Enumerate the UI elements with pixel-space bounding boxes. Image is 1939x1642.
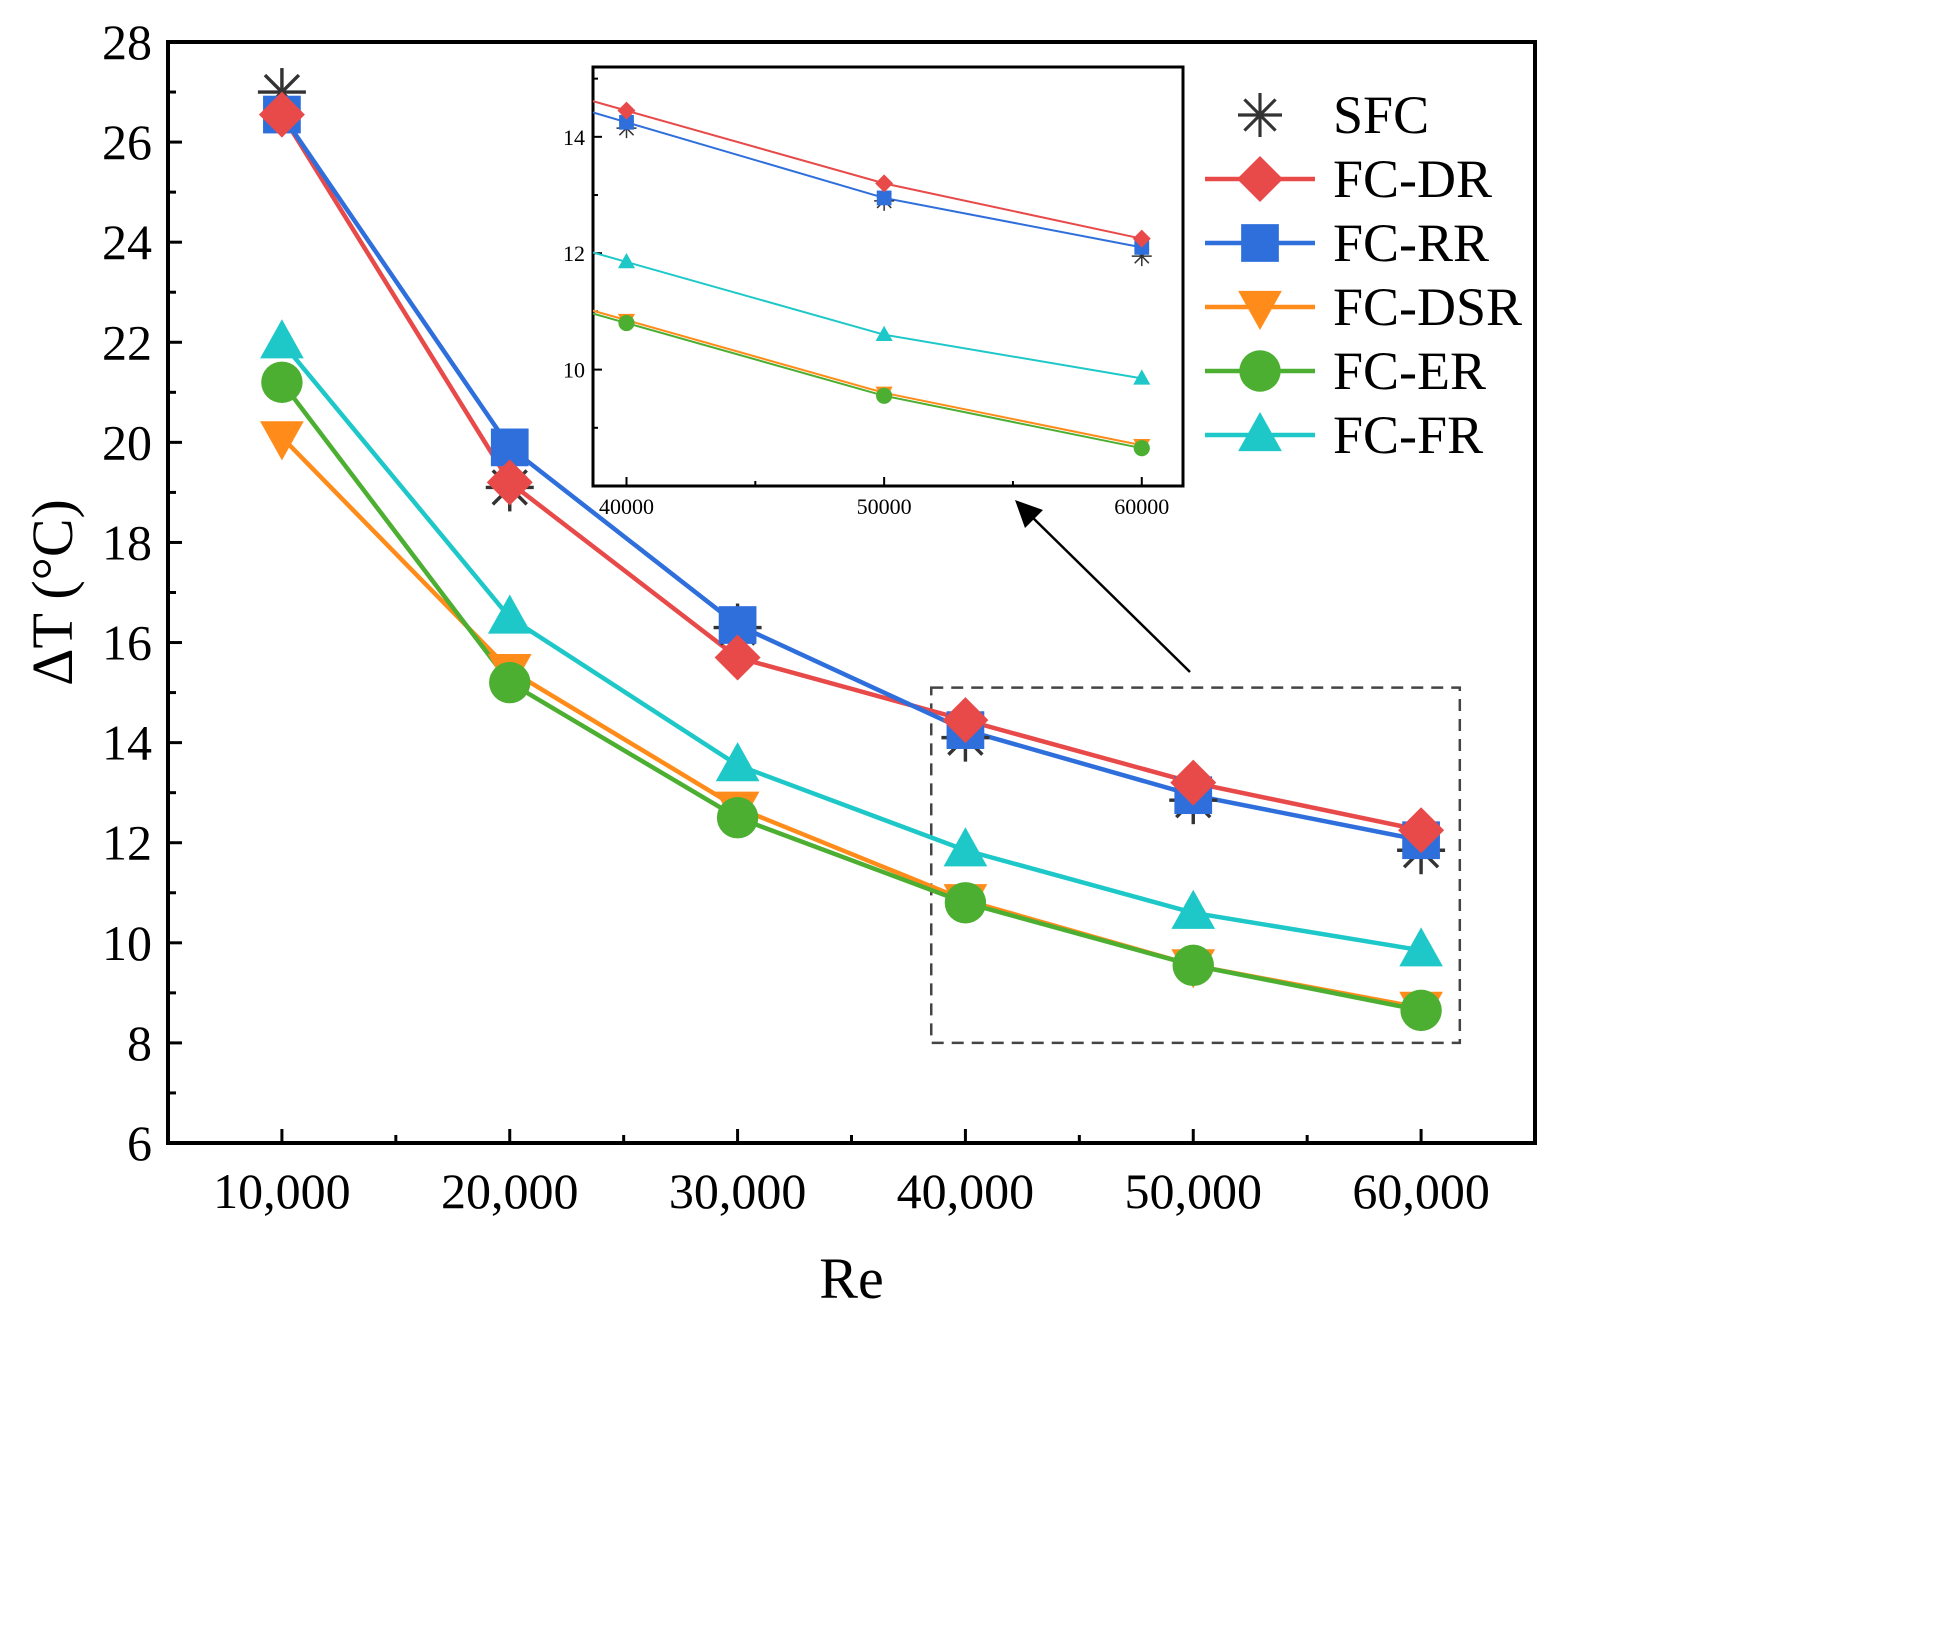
legend-item-fc-dr: FC-DR: [1205, 149, 1492, 209]
data-point-fc-er: [489, 661, 531, 704]
inset-x-tick-label: 60000: [1114, 494, 1169, 519]
inset-data-point-fc-dr: [617, 101, 636, 120]
legend-marker: [1238, 290, 1282, 330]
data-point-fc-dr: [258, 91, 305, 138]
y-tick-label: 16: [102, 615, 152, 671]
legend-marker: [1238, 93, 1282, 137]
inset-frame: [591, 65, 1185, 488]
y-tick-label: 6: [127, 1115, 152, 1171]
inset-series-group: [593, 100, 1152, 457]
inset-data-point-fc-er: [1133, 440, 1150, 457]
inset-series-line-fc-dsr: [593, 309, 1142, 447]
y-tick-label: 14: [102, 715, 152, 771]
inset-series-line-fc-fr: [593, 251, 1142, 380]
data-point-fc-dr: [1170, 759, 1217, 806]
legend-item-fc-rr: FC-RR: [1205, 213, 1489, 273]
x-tick-label: 20,000: [441, 1163, 579, 1219]
legend-item-sfc: SFC: [1238, 85, 1429, 145]
data-point-fc-er: [944, 882, 987, 924]
y-tick-label: 8: [127, 1015, 152, 1071]
inset-series-line-fc-er: [593, 312, 1142, 450]
series-line-fc-er: [280, 380, 1422, 1013]
inset-x-tick-label: 50000: [857, 494, 912, 519]
legend-item-fc-er: FC-ER: [1205, 341, 1486, 401]
legend-marker: [1237, 156, 1283, 202]
y-tick-label: 24: [102, 214, 152, 270]
data-point-fc-dsr: [260, 421, 304, 461]
data-point-fc-fr: [487, 594, 532, 634]
y-tick-label: 26: [102, 114, 152, 170]
data-point-fc-fr: [715, 742, 760, 782]
x-tick-label: 30,000: [669, 1163, 807, 1219]
x-axis-title: Re: [819, 1246, 883, 1311]
data-point-fc-dr: [714, 634, 761, 681]
zoom-region-box: [929, 686, 1462, 1045]
data-point-fc-fr: [943, 827, 988, 867]
legend-label: SFC: [1333, 85, 1429, 145]
inset-x-tick-label: 40000: [599, 494, 654, 519]
series-line-fc-rr: [280, 113, 1422, 843]
y-tick-label: 12: [102, 815, 152, 871]
inset-plot: 10 12 14 40000 50000 60000: [563, 65, 1185, 519]
legend-label: FC-DSR: [1333, 277, 1522, 337]
y-tick-label: 22: [102, 314, 152, 370]
inset-data-point-fc-er: [618, 314, 635, 332]
y-tick-label: 18: [102, 514, 152, 570]
inset-data-point-fc-dr: [1132, 229, 1151, 248]
inset-data-point-fc-fr: [617, 252, 636, 269]
x-tick-label: 40,000: [897, 1163, 1035, 1219]
legend-label: FC-FR: [1333, 405, 1483, 465]
legend-label: FC-DR: [1333, 149, 1492, 209]
inset-data-point-fc-fr: [875, 325, 893, 341]
inset-y-tick-label: 14: [563, 125, 585, 150]
legend-label: FC-ER: [1333, 341, 1486, 401]
inset-y-tick-label: 12: [563, 241, 585, 266]
series-line-fc-fr: [280, 340, 1422, 953]
data-point-fc-dr: [486, 459, 533, 506]
data-point-fc-dr: [942, 697, 989, 744]
main-plot: 6 8 10 12 14 16 18 20 22 24 26 28 10,000 20,000 30,000…: [20, 14, 1537, 1311]
data-point-fc-fr: [1171, 889, 1216, 929]
data-point-fc-fr: [260, 319, 304, 359]
inset-data-point-fc-dr: [875, 174, 894, 193]
data-point-fc-dr: [1398, 807, 1445, 854]
legend-marker: [1238, 412, 1282, 452]
data-point-fc-er: [1400, 989, 1442, 1032]
legend-item-fc-dsr: FC-DSR: [1205, 277, 1522, 337]
x-tick-label: 60,000: [1352, 1163, 1490, 1219]
inset-data-point-fc-er: [876, 387, 893, 404]
data-point-fc-fr: [1399, 927, 1443, 967]
data-point-fc-er: [716, 797, 759, 839]
legend-marker: [1239, 350, 1281, 392]
x-tick-label: 50,000: [1125, 1163, 1263, 1219]
inset-data-point-fc-fr: [1133, 369, 1151, 385]
data-point-fc-er: [1172, 944, 1214, 987]
legend-item-fc-fr: FC-FR: [1205, 405, 1483, 465]
y-tick-label: 20: [102, 414, 152, 470]
y-tick-label: 28: [102, 14, 152, 70]
legend-marker: [1241, 224, 1279, 262]
y-axis-title: ΔT (°C): [20, 499, 85, 686]
data-point-fc-er: [261, 361, 303, 404]
y-tick-label: 10: [102, 915, 152, 971]
inset-y-tick-label: 10: [563, 358, 585, 383]
zoom-arrow-head: [1015, 500, 1043, 528]
series-line-fc-dr: [280, 113, 1422, 833]
x-tick-label: 10,000: [213, 1163, 351, 1219]
inset-data-point-fc-rr: [876, 190, 892, 206]
inset-data-point-fc-rr: [619, 114, 634, 130]
zoom-arrow-line: [1028, 513, 1191, 673]
inset-series-line-fc-rr: [593, 111, 1142, 249]
inset-series-line-fc-dr: [593, 100, 1142, 240]
legend-label: FC-RR: [1333, 213, 1489, 273]
